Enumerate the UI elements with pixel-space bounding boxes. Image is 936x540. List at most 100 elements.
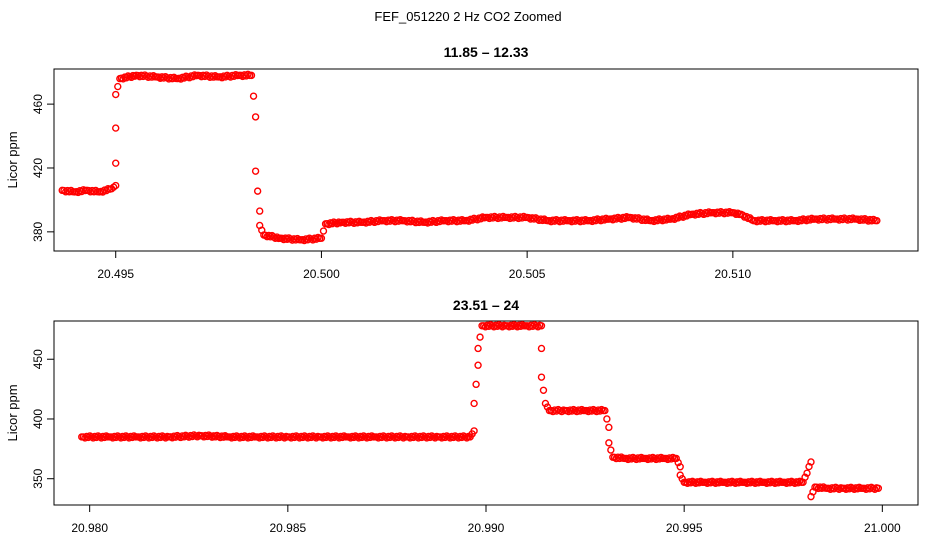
data-point xyxy=(273,233,281,241)
data-point xyxy=(456,217,464,225)
y-axis-label: Licor ppm xyxy=(5,131,20,188)
data-point xyxy=(670,215,679,223)
data-point xyxy=(180,74,188,82)
data-point xyxy=(251,113,260,121)
data-point xyxy=(765,217,773,225)
data-point xyxy=(818,215,826,224)
data-point xyxy=(647,455,655,463)
data-point xyxy=(580,217,588,225)
data-point xyxy=(508,322,517,330)
data-point xyxy=(114,82,122,91)
data-point xyxy=(409,433,418,442)
data-point xyxy=(292,236,300,244)
data-point xyxy=(156,433,165,442)
data-point xyxy=(730,209,739,217)
x-tick-label: 20.980 xyxy=(71,521,108,535)
data-point xyxy=(845,485,854,493)
data-point xyxy=(612,215,620,223)
data-point xyxy=(687,479,695,487)
data-point xyxy=(615,454,624,463)
data-point xyxy=(539,386,548,394)
data-point xyxy=(249,92,258,100)
data-point xyxy=(679,213,687,221)
data-point xyxy=(516,322,525,330)
data-point xyxy=(353,219,362,227)
data-point xyxy=(122,74,131,82)
data-point xyxy=(715,209,723,217)
data-point xyxy=(386,217,394,225)
data-point xyxy=(794,479,802,487)
data-point xyxy=(470,399,478,408)
data-point xyxy=(251,167,260,175)
data-point xyxy=(201,72,209,81)
data-point xyxy=(458,433,466,442)
data-point xyxy=(171,433,180,441)
data-point xyxy=(230,72,238,80)
data-point xyxy=(247,71,256,80)
data-point xyxy=(221,73,230,81)
data-point xyxy=(537,322,546,330)
data-point xyxy=(406,217,415,226)
data-point xyxy=(601,406,609,415)
data-point xyxy=(474,344,482,353)
data-point xyxy=(394,433,403,442)
data-point xyxy=(275,433,284,442)
x-tick-label: 21.000 xyxy=(864,521,901,535)
data-point xyxy=(304,236,312,244)
data-point xyxy=(868,217,876,225)
data-point xyxy=(621,214,629,223)
data-point xyxy=(766,479,774,487)
data-point xyxy=(386,433,394,442)
data-point xyxy=(724,209,732,217)
data-point xyxy=(449,433,458,442)
data-point xyxy=(427,218,435,226)
data-point xyxy=(112,159,120,167)
data-point xyxy=(474,361,482,369)
data-point xyxy=(299,433,307,442)
data-point xyxy=(307,433,315,442)
data-point xyxy=(803,469,811,477)
data-point xyxy=(742,212,751,221)
data-point xyxy=(550,217,559,225)
data-point xyxy=(706,479,715,487)
data-point xyxy=(674,458,682,467)
data-point xyxy=(739,211,747,219)
panel-title: 11.85 – 12.33 xyxy=(444,44,529,60)
data-point xyxy=(537,344,546,353)
data-point xyxy=(140,433,148,442)
y-tick-label: 400 xyxy=(31,409,45,429)
data-point xyxy=(472,380,480,389)
data-point xyxy=(537,373,546,381)
data-series xyxy=(78,321,883,501)
data-point xyxy=(662,216,670,224)
x-tick-label: 20.505 xyxy=(509,267,546,281)
y-tick-label: 380 xyxy=(31,222,45,242)
data-point xyxy=(853,485,862,493)
x-tick-label: 20.510 xyxy=(715,267,752,281)
data-point xyxy=(676,463,684,471)
data-point xyxy=(470,427,478,435)
y-tick-label: 420 xyxy=(31,158,45,178)
data-point xyxy=(605,423,613,432)
data-point xyxy=(209,73,218,81)
data-point xyxy=(180,433,188,441)
data-point xyxy=(112,90,120,99)
data-point xyxy=(838,215,847,224)
data-point xyxy=(139,72,147,81)
panel-bottom: 23.51 – 24 20.980 20.985 20.990 20.995 21.000… xyxy=(5,297,919,535)
data-point xyxy=(785,217,794,225)
figure-suptitle: FEF_051220 2 Hz CO2 Zoomed xyxy=(374,9,562,24)
data-point xyxy=(627,455,636,463)
data-point xyxy=(676,471,684,479)
data-point xyxy=(256,207,264,215)
x-tick-label: 20.495 xyxy=(97,267,134,281)
data-point xyxy=(653,216,662,225)
data-point xyxy=(441,433,449,442)
data-point xyxy=(605,439,613,447)
data-point xyxy=(587,407,596,415)
data-point xyxy=(436,217,444,226)
y-tick-label: 460 xyxy=(31,94,45,114)
data-point xyxy=(801,473,809,481)
data-point xyxy=(270,233,278,241)
